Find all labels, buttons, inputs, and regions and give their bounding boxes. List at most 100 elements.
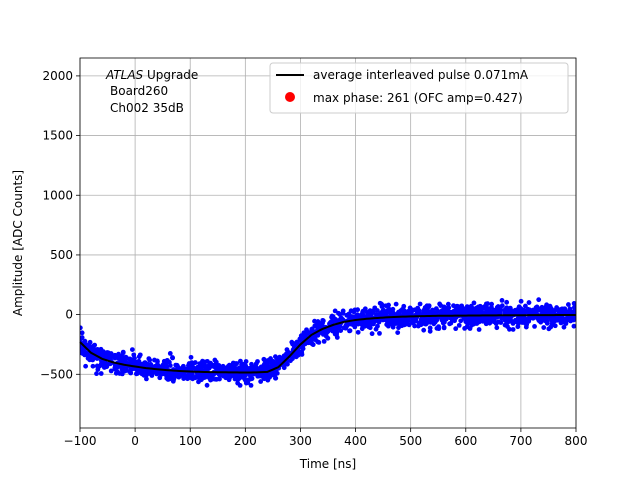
scatter-point: [532, 323, 537, 329]
scatter-point: [80, 325, 83, 331]
scatter-point: [312, 333, 318, 339]
scatter-point: [340, 308, 346, 314]
scatter-point: [440, 316, 446, 321]
scatter-point: [526, 300, 532, 305]
scatter-point: [95, 367, 101, 372]
scatter-point: [304, 330, 310, 336]
scatter-point: [87, 344, 93, 350]
scatter-point: [209, 363, 215, 369]
scatter-point: [262, 357, 268, 363]
legend: average interleaved pulse 0.071mA max ph…: [269, 62, 569, 114]
scatter-point: [281, 353, 287, 359]
scatter-point: [409, 319, 415, 325]
scatter-point: [352, 307, 358, 313]
scatter-point: [144, 376, 149, 382]
scatter-point: [248, 382, 254, 388]
x-tick-label: −100: [64, 434, 97, 448]
scatter-point: [116, 355, 122, 361]
scatter-point: [127, 369, 132, 374]
scatter-point: [365, 322, 371, 328]
scatter-point: [380, 307, 386, 313]
scatter-point: [174, 372, 179, 377]
scatter-point: [96, 350, 102, 356]
scatter-point: [557, 308, 563, 314]
scatter-point: [429, 317, 435, 323]
scatter-point: [343, 322, 349, 328]
scatter-point: [373, 326, 379, 332]
scatter-point: [261, 375, 267, 381]
scatter-point: [109, 353, 114, 359]
scatter-point: [491, 318, 497, 323]
scatter-point: [476, 327, 482, 332]
scatter-point: [334, 332, 339, 338]
scatter-point: [83, 363, 89, 369]
scatter-point: [164, 357, 170, 363]
scatter-point: [522, 317, 528, 322]
x-tick-label: 300: [289, 434, 312, 448]
scatter-point: [430, 307, 435, 313]
scatter-point: [407, 305, 413, 311]
scatter-point: [482, 304, 487, 310]
scatter-point: [518, 306, 524, 311]
scatter-point: [239, 362, 244, 367]
x-axis-ticks: −100 0 100 200 300 400 500 600 700 800: [64, 428, 587, 448]
scatter-point: [489, 305, 494, 310]
y-axis-label: Amplitude [ADC Counts]: [11, 170, 25, 316]
scatter-point: [486, 317, 492, 323]
scatter-point: [518, 298, 524, 304]
scatter-point: [312, 323, 318, 329]
scatter-point: [525, 306, 531, 312]
scatter-point: [205, 365, 210, 371]
scatter-point: [421, 309, 426, 315]
scatter-point: [377, 330, 382, 336]
scatter-point: [188, 354, 194, 360]
scatter-point: [146, 356, 152, 362]
scatter-point: [539, 307, 544, 313]
scatter-point: [494, 325, 500, 331]
scatter-point: [165, 377, 171, 382]
scatter-point: [294, 341, 300, 347]
scatter-point: [152, 357, 157, 363]
scatter-point: [549, 321, 555, 327]
scatter-point: [385, 307, 391, 313]
scatter-point: [533, 309, 539, 315]
scatter-point: [498, 307, 504, 313]
scatter-point: [127, 356, 132, 362]
scatter-point: [462, 326, 468, 331]
scatter-point: [404, 319, 410, 324]
scatter-point: [284, 347, 290, 352]
scatter-point: [225, 363, 231, 369]
scatter-point: [108, 368, 114, 374]
scatter-point: [571, 323, 576, 329]
scatter-point: [360, 321, 365, 327]
scatter-point: [424, 317, 429, 323]
scatter-point: [495, 304, 501, 309]
y-axis-ticks: −500 0 500 1000 1500 2000: [40, 69, 80, 381]
scatter-point: [499, 297, 505, 303]
scatter-point: [367, 308, 373, 314]
scatter-point: [138, 368, 143, 374]
scatter-point: [572, 301, 576, 307]
x-tick-label: 100: [179, 434, 202, 448]
scatter-point: [92, 342, 98, 348]
scatter-point: [390, 324, 396, 330]
scatter-point: [421, 327, 427, 333]
scatter-point: [561, 324, 567, 330]
scatter-point: [453, 326, 459, 332]
scatter-point: [332, 308, 338, 314]
scatter-point: [293, 354, 299, 360]
scatter-point: [355, 329, 361, 335]
scatter-point: [223, 375, 229, 381]
scatter-point: [395, 330, 401, 335]
scatter-point: [320, 317, 326, 323]
scatter-point: [129, 347, 135, 353]
scatter-point: [121, 357, 127, 363]
scatter-point: [300, 346, 306, 352]
scatter-point: [355, 321, 361, 327]
scatter-point: [175, 364, 181, 370]
scatter-point: [347, 328, 353, 334]
y-tick-label: 2000: [42, 69, 73, 83]
scatter-point: [297, 350, 303, 355]
scatter-point: [137, 352, 143, 358]
scatter-point: [186, 361, 192, 366]
